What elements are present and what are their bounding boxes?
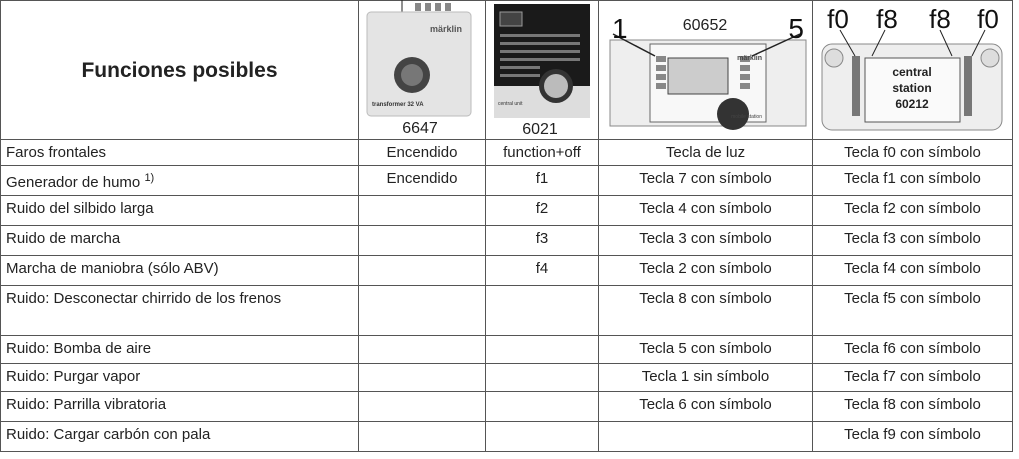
table-row: Ruido: Desconectar chirrido de los freno… (0, 285, 1013, 336)
control-cell (358, 255, 486, 286)
key-label: 5 (788, 13, 804, 44)
function-cell: Ruido de marcha (0, 225, 359, 256)
table-row: Faros frontales Encendido function+off Tecl… (0, 139, 1013, 166)
model: transformer 32 VA (372, 102, 424, 108)
key-label: f0 (827, 4, 849, 34)
control-cell: Tecla f2 con símbolo (812, 195, 1013, 226)
control-cell: Tecla de luz (598, 139, 813, 166)
control-cell: Tecla f7 con símbolo (812, 363, 1013, 392)
device-images: märklin transformer 32 VA 6647 central u… (366, 0, 1003, 138)
function-cell: Ruido: Cargar carbón con pala (0, 421, 359, 452)
function-cell: Faros frontales (0, 139, 359, 166)
control-cell: Tecla f8 con símbolo (812, 391, 1013, 422)
model: mobile station (731, 114, 762, 120)
control-cell: Tecla f1 con símbolo (812, 165, 1013, 196)
function-cell: Ruido: Bomba de aire (0, 335, 359, 364)
table-row: Ruido del silbido larga f2 Tecla 4 con sím… (0, 195, 1013, 226)
control-cell: Tecla 8 con símbolo (598, 285, 813, 336)
caption: 6647 (402, 120, 438, 137)
control-cell: Encendido (358, 165, 486, 196)
label: 60212 (895, 97, 929, 111)
control-cell (358, 421, 486, 452)
function-cell: Marcha de maniobra (sólo ABV) (0, 255, 359, 286)
control-cell (598, 421, 813, 452)
caption: 6021 (522, 121, 558, 138)
caption: 60652 (683, 17, 728, 34)
control-cell: Encendido (358, 139, 486, 166)
control-cell: Tecla f4 con símbolo (812, 255, 1013, 286)
control-cell: Tecla f9 con símbolo (812, 421, 1013, 452)
header-title: Funciones posibles (0, 0, 359, 140)
control-cell: Tecla 7 con símbolo (598, 165, 813, 196)
control-cell (358, 391, 486, 422)
control-cell: Tecla f6 con símbolo (812, 335, 1013, 364)
control-cell: Tecla 4 con símbolo (598, 195, 813, 226)
control-cell: f3 (485, 225, 599, 256)
control-cell: Tecla 6 con símbolo (598, 391, 813, 422)
transformer-image: märklin transformer 32 VA 6647 (366, 0, 472, 137)
control-cell: Tecla f3 con símbolo (812, 225, 1013, 256)
control-cell (485, 421, 599, 452)
table-row: Ruido: Purgar vapor Tecla 1 sin símbolo Te… (0, 363, 1013, 392)
control-cell: f1 (485, 165, 599, 196)
control-cell (358, 195, 486, 226)
table-row: Ruido de marcha f3 Tecla 3 con símbolo Tecl… (0, 225, 1013, 256)
control-cell: Tecla 3 con símbolo (598, 225, 813, 256)
control-cell (485, 363, 599, 392)
control-cell (358, 363, 486, 392)
table-row: Generador de humo 1) Encendido f1 Tecla 7 c… (0, 165, 1013, 196)
table-row: Ruido: Bomba de aire Tecla 5 con símbolo T… (0, 335, 1013, 364)
control-cell (358, 225, 486, 256)
table-row: Ruido: Cargar carbón con pala Tecla f9 co… (0, 421, 1013, 452)
central-station-image: f0 f8 f8 f0 central station 60212 (821, 4, 1003, 131)
key-label: 1 (612, 13, 628, 44)
control-cell: Tecla 2 con símbolo (598, 255, 813, 286)
function-cell: Ruido del silbido larga (0, 195, 359, 226)
control-cell: Tecla 5 con símbolo (598, 335, 813, 364)
key-label: f0 (977, 4, 999, 34)
cell-text: Generador de humo (6, 174, 141, 191)
mobile-station-image: 1 5 60652 märklin mobile station (609, 13, 807, 130)
function-cell: Ruido: Purgar vapor (0, 363, 359, 392)
control-cell: function+off (485, 139, 599, 166)
label: station (892, 81, 931, 95)
footnote-ref: 1) (144, 172, 155, 184)
control-cell: Tecla f5 con símbolo (812, 285, 1013, 336)
function-cell: Ruido: Parrilla vibratoria (0, 391, 359, 422)
control-cell: f4 (485, 255, 599, 286)
control-cell (485, 285, 599, 336)
control-cell: f2 (485, 195, 599, 226)
key-label: f8 (876, 4, 898, 34)
central-unit-image: central unit 6021 (494, 4, 590, 138)
brand: märklin (737, 55, 762, 62)
key-label: f8 (929, 4, 951, 34)
function-cell: Generador de humo 1) (0, 165, 359, 196)
model: central unit (498, 101, 523, 107)
table-row: Marcha de maniobra (sólo ABV) f4 Tecla 2 c… (0, 255, 1013, 286)
control-cell (358, 285, 486, 336)
control-cell (485, 335, 599, 364)
control-cell (485, 391, 599, 422)
control-cell: Tecla f0 con símbolo (812, 139, 1013, 166)
brand: märklin (430, 24, 462, 34)
label: central (892, 65, 931, 79)
table-row: Ruido: Parrilla vibratoria Tecla 6 con sí… (0, 391, 1013, 422)
control-cell (358, 335, 486, 364)
control-cell: Tecla 1 sin símbolo (598, 363, 813, 392)
function-cell: Ruido: Desconectar chirrido de los freno… (0, 285, 359, 336)
